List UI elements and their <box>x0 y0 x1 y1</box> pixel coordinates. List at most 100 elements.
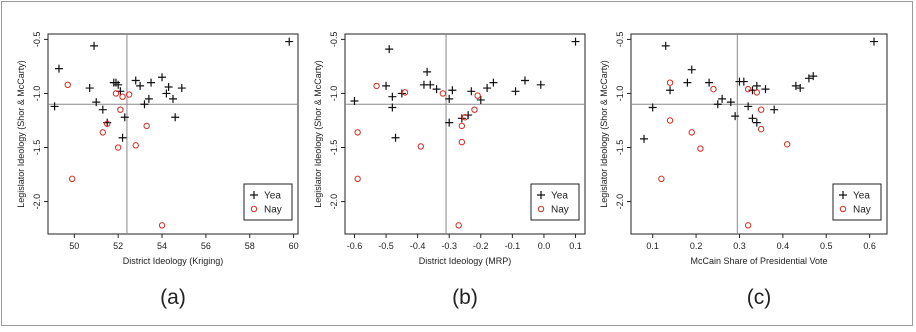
plot-area-1 <box>47 33 299 235</box>
nay-point <box>784 141 791 148</box>
yea-point <box>752 81 761 90</box>
yea-point <box>511 87 520 96</box>
yea-point <box>744 102 753 111</box>
yea-point <box>536 80 545 89</box>
yea-point <box>705 78 714 87</box>
x-axis-label: District Ideology (MRP) <box>419 256 512 266</box>
yea-point <box>448 86 457 95</box>
figure-frame: 50 52 54 56 58 60 -0.5 -1.0 -1.5 -2.0 District Ide… <box>1 1 913 326</box>
yea-point <box>445 94 454 103</box>
legend-label-nay: Nay <box>264 205 282 216</box>
nay-point <box>688 129 695 136</box>
yea-point <box>98 105 107 114</box>
x-tick-label: -0.3 <box>441 241 457 251</box>
x-tick-label: 0.4 <box>777 241 790 251</box>
yea-point <box>796 84 805 93</box>
legend-yea-marker <box>839 191 847 199</box>
yea-point <box>144 94 153 103</box>
yea-point <box>489 78 498 87</box>
nay-point <box>461 114 469 121</box>
yea-point <box>164 82 173 91</box>
legend-label-nay: Nay <box>853 205 871 216</box>
yea-point <box>169 94 177 103</box>
yea-point <box>140 100 149 109</box>
panel-label: (a) <box>160 286 186 309</box>
yea-point <box>432 85 441 94</box>
nay-point <box>455 222 462 229</box>
y-tick-label: -0.5 <box>615 32 625 48</box>
x-tick-label: 50 <box>69 241 79 251</box>
yea-point <box>177 84 186 93</box>
x-tick-label: -0.5 <box>378 241 394 251</box>
nay-point <box>401 89 409 96</box>
y-tick-label: -1.5 <box>329 140 339 156</box>
yea-point <box>423 67 432 76</box>
yea-point <box>85 84 94 93</box>
y-tick-label: -1.0 <box>615 86 625 102</box>
yea-point <box>54 64 63 73</box>
nay-point <box>658 175 665 183</box>
yea-point <box>457 114 466 123</box>
x-tick-label: 0.1 <box>646 241 659 251</box>
yea-point <box>761 85 770 94</box>
nay-point <box>666 117 674 124</box>
yea-point <box>92 98 101 107</box>
yea-point <box>350 97 359 106</box>
nay-point <box>112 90 120 97</box>
nay-point <box>132 142 139 149</box>
legend-nay-marker <box>839 205 847 213</box>
legend-yea-marker <box>250 191 258 199</box>
legend-label-nay: Nay <box>551 205 569 216</box>
yea-point <box>426 80 435 89</box>
yea-point <box>118 133 127 142</box>
x-tick-label: -0.6 <box>347 241 363 251</box>
yea-point <box>791 81 800 90</box>
yea-point <box>718 94 727 103</box>
nay-point <box>471 106 478 113</box>
yea-point <box>770 105 779 114</box>
yea-point <box>147 78 156 87</box>
nay-point <box>64 81 71 89</box>
y-tick-label: -2.0 <box>329 194 339 210</box>
x-tick-label: -0.1 <box>505 241 521 251</box>
y-tick-label: -1.5 <box>615 140 625 156</box>
yea-point <box>120 113 129 122</box>
nay-point <box>354 175 361 183</box>
nay-point <box>373 82 380 90</box>
yea-point <box>809 72 818 81</box>
nay-point <box>417 143 424 150</box>
nay-point <box>744 85 752 93</box>
plot-area-3 <box>630 33 888 235</box>
y-tick-label: -1.0 <box>329 86 339 102</box>
yea-point <box>804 74 813 83</box>
y-tick-label: -1.0 <box>32 86 42 102</box>
yea-point <box>666 86 675 95</box>
nay-point <box>458 138 466 146</box>
yea-point <box>162 89 171 98</box>
yea-point <box>382 81 391 90</box>
nay-point <box>757 106 765 113</box>
nay-point <box>458 122 466 130</box>
yea-point <box>476 95 485 104</box>
y-axis-label: Legislator Ideology (Shor & McCarty) <box>313 60 323 208</box>
yea-point <box>521 76 529 85</box>
x-tick-label: 58 <box>245 241 255 251</box>
figure-canvas: 50 52 54 56 58 60 -0.5 -1.0 -1.5 -2.0 District Ide… <box>16 32 888 309</box>
x-tick-label: -0.2 <box>473 241 489 251</box>
x-tick-label: 52 <box>113 241 123 251</box>
yea-point <box>90 41 99 50</box>
yea-point <box>158 73 167 82</box>
nay-point <box>68 175 76 183</box>
nay-point <box>114 144 122 151</box>
nay-point <box>158 222 166 229</box>
yea-point <box>445 118 454 127</box>
yea-point <box>661 41 670 50</box>
y-axis-label: Legislator Ideology (Shor & McCarty) <box>599 60 609 208</box>
yea-point <box>748 114 757 123</box>
y-tick-label: -2.0 <box>32 194 42 210</box>
legend-box <box>243 183 293 221</box>
legend-nay-marker <box>537 205 545 213</box>
nay-point <box>753 89 761 96</box>
yea-point <box>687 65 696 74</box>
y-tick-label: -2.0 <box>615 194 625 210</box>
